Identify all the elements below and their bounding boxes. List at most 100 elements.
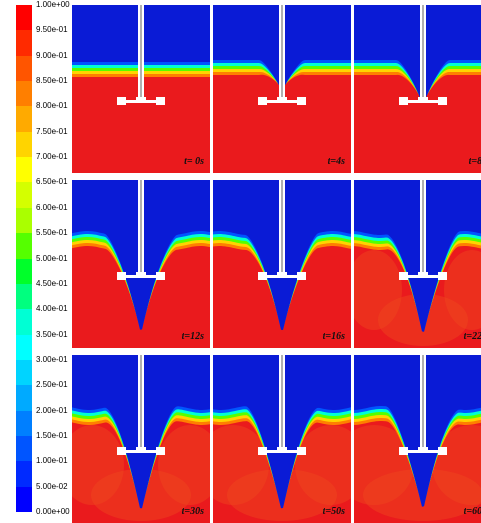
mixing-plume: [444, 250, 481, 330]
mixing-plume: [158, 425, 210, 505]
colorbar-tick-label: 1.00e-01: [36, 456, 68, 466]
contour-plot: [213, 355, 351, 523]
impeller-hub: [418, 272, 428, 278]
time-label: t=50s: [322, 506, 345, 517]
colorbar-tick-label: 9.50e-01: [36, 25, 68, 35]
contour-plot: [72, 355, 210, 523]
impeller-hub: [136, 447, 146, 453]
colorbar-segment: [16, 30, 32, 57]
time-label: t=12s: [181, 331, 204, 342]
colorbar-segment: [16, 486, 32, 513]
time-label: t=4s: [327, 156, 345, 167]
contour-panel: t=50s: [213, 355, 351, 523]
impeller-hub: [277, 447, 287, 453]
shaft-core: [140, 5, 142, 102]
colorbar-tick-label: 6.50e-01: [36, 177, 68, 187]
colorbar-tick-label: 5.50e-01: [36, 228, 68, 238]
impeller-blade-left: [399, 97, 408, 105]
colorbar-tick-label: 5.00e-01: [36, 253, 68, 263]
contour-panel: t=30s: [72, 355, 210, 523]
time-label: t=8s: [468, 156, 481, 167]
colorbar-segment: [16, 359, 32, 386]
impeller-blade-right: [438, 97, 447, 105]
interface-band: [354, 5, 481, 103]
contour-panel: t=8s: [354, 5, 481, 173]
colorbar-tick-label: 7.50e-01: [36, 126, 68, 136]
colorbar-tick-label: 4.00e-01: [36, 304, 68, 314]
colorbar-segment: [16, 182, 32, 209]
shaft-core: [422, 180, 424, 277]
colorbar-tick-label: 8.00e-01: [36, 101, 68, 111]
impeller-blade-right: [156, 272, 165, 280]
colorbar-tick-label: 9.00e-01: [36, 50, 68, 60]
impeller-blade-left: [399, 272, 408, 280]
time-label: t= 0s: [184, 156, 204, 167]
colorbar-tick-label: 5.00e-02: [36, 481, 68, 491]
impeller-blade-right: [297, 447, 306, 455]
colorbar-segment: [16, 131, 32, 158]
shaft-core: [140, 355, 142, 452]
shaft-core: [422, 355, 424, 452]
colorbar-segment: [16, 233, 32, 259]
colorbar-tick-label: 7.00e-01: [36, 152, 68, 162]
colorbar: [16, 5, 32, 513]
mixing-plume: [354, 425, 414, 505]
contour-plot: [72, 5, 210, 173]
colorbar-tick-label: 3.50e-01: [36, 329, 68, 339]
shaft-core: [422, 5, 424, 102]
contour-plot: [72, 180, 210, 348]
colorbar-segment: [16, 157, 32, 183]
mixing-plume: [354, 250, 402, 330]
impeller-blade-right: [297, 272, 306, 280]
impeller-blade-left: [117, 97, 126, 105]
impeller-hub: [136, 97, 146, 103]
contour-panel: t=4s: [213, 5, 351, 173]
interface-band: [354, 355, 481, 507]
contour-plot: [213, 180, 351, 348]
colorbar-segment: [16, 258, 32, 285]
colorbar-segment: [16, 309, 32, 336]
colorbar-segment: [16, 55, 32, 82]
impeller-blade-left: [258, 97, 267, 105]
mixing-plume: [295, 425, 351, 505]
time-label: t=16s: [322, 331, 345, 342]
impeller-hub: [136, 272, 146, 278]
colorbar-tick-label: 6.00e-01: [36, 202, 68, 212]
impeller-blade-left: [117, 272, 126, 280]
colorbar-segment: [16, 385, 32, 412]
shaft-core: [281, 355, 283, 452]
shaft-core: [140, 180, 142, 277]
colorbar-segment: [16, 81, 32, 107]
colorbar-tick-label: 1.50e-01: [36, 430, 68, 440]
colorbar-segment: [16, 106, 32, 133]
impeller-hub: [418, 97, 428, 103]
colorbar-tick-label: 8.50e-01: [36, 76, 68, 86]
colorbar-tick-label: 1.00e+00: [36, 0, 70, 9]
colorbar-tick-label: 3.00e-01: [36, 354, 68, 364]
shaft-core: [281, 5, 283, 102]
colorbar-segment: [16, 435, 32, 462]
contour-plot: [354, 355, 481, 523]
contour-panel: t=60s: [354, 355, 481, 523]
impeller-blade-left: [399, 447, 408, 455]
colorbar-segment: [16, 207, 32, 234]
contour-plot: [213, 5, 351, 173]
impeller-blade-left: [258, 272, 267, 280]
colorbar-tick-label: 0.00e+00: [36, 507, 70, 516]
impeller-blade-right: [156, 447, 165, 455]
colorbar-tick-label: 2.00e-01: [36, 405, 68, 415]
impeller-blade-right: [438, 272, 447, 280]
colorbar-segment: [16, 334, 32, 361]
impeller-hub: [277, 272, 287, 278]
time-label: t=30s: [181, 506, 204, 517]
contour-plot: [354, 5, 481, 173]
colorbar-segment: [16, 5, 32, 31]
colorbar-segment: [16, 461, 32, 488]
impeller-blade-right: [438, 447, 447, 455]
impeller-hub: [277, 97, 287, 103]
interface-band: [354, 180, 481, 332]
contour-panel: t= 0s: [72, 5, 210, 173]
impeller-blade-left: [117, 447, 126, 455]
contour-panel: t=22s: [354, 180, 481, 348]
contour-plot: [354, 180, 481, 348]
